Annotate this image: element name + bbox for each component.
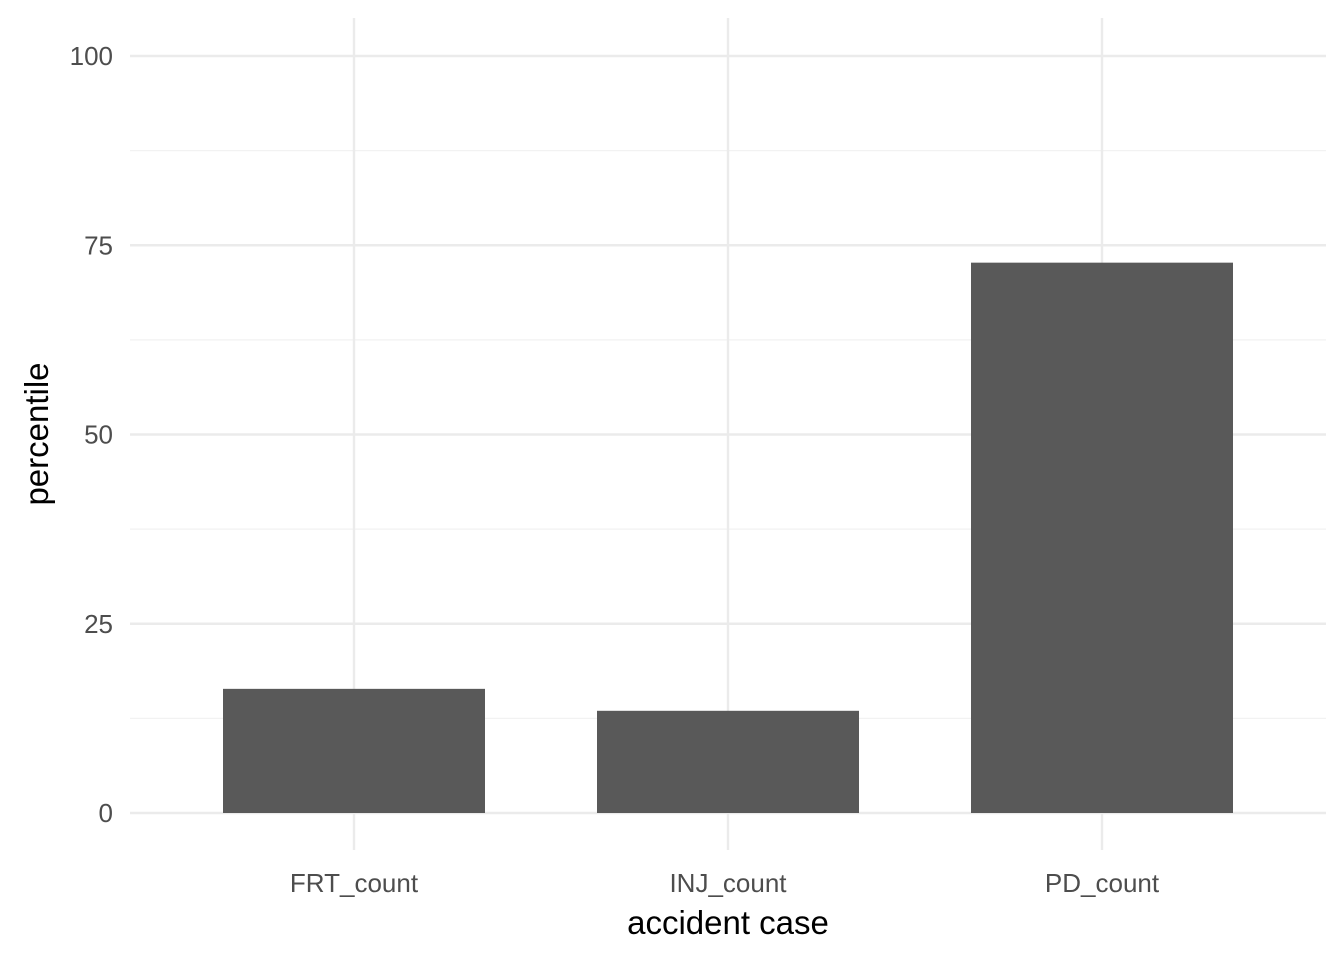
x-tick-label: PD_count bbox=[1045, 868, 1160, 898]
bar-pd-count bbox=[971, 262, 1233, 813]
y-tick-label: 25 bbox=[84, 609, 113, 639]
y-tick-label: 50 bbox=[84, 420, 113, 450]
y-tick-label: 75 bbox=[84, 230, 113, 260]
x-tick-label: FRT_count bbox=[290, 868, 419, 898]
y-axis-title: percentile bbox=[18, 362, 55, 505]
bar-inj-count bbox=[597, 710, 859, 813]
y-tick-labels: 0 25 50 75 100 bbox=[70, 41, 113, 828]
bar-frt-count bbox=[223, 688, 485, 813]
x-axis-title: accident case bbox=[627, 904, 829, 941]
bars bbox=[223, 262, 1233, 813]
x-tick-label: INJ_count bbox=[669, 868, 787, 898]
y-tick-label: 100 bbox=[70, 41, 113, 71]
x-tick-labels: FRT_count INJ_count PD_count bbox=[290, 868, 1160, 898]
y-tick-label: 0 bbox=[99, 798, 113, 828]
